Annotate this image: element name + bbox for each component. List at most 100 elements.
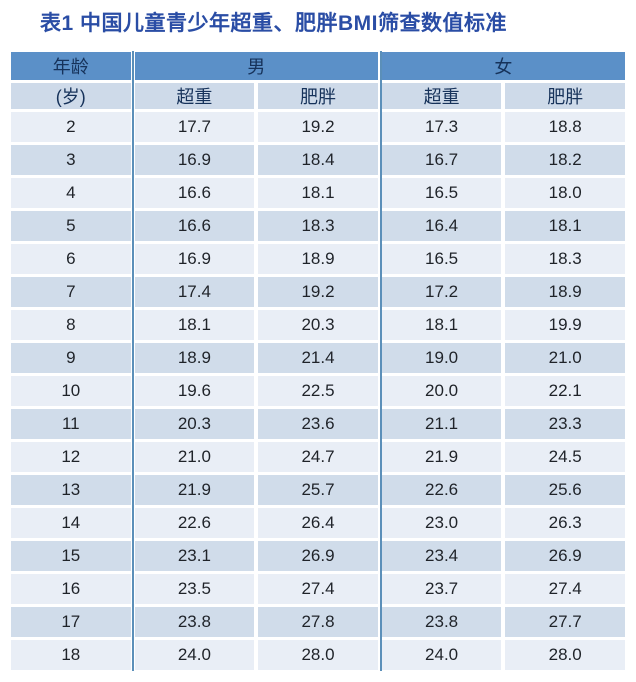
value-cell: 24.7 [258, 442, 378, 473]
value-cell: 16.5 [381, 244, 502, 275]
value-cell: 17.7 [134, 112, 255, 143]
value-cell: 26.3 [505, 508, 625, 539]
value-cell: 21.0 [505, 343, 625, 374]
value-cell: 21.9 [381, 442, 502, 473]
value-cell: 19.2 [258, 277, 378, 308]
bmi-table: 年龄 男 女 (岁) 超重 肥胖 超重 肥胖 2 17.7 19.2 17.3 [7, 49, 629, 673]
value-cell: 16.6 [134, 178, 255, 209]
value-cell: 19.9 [505, 310, 625, 341]
age-cell: 9 [11, 343, 131, 374]
value-cell: 21.4 [258, 343, 378, 374]
table-row: 8 18.1 20.3 18.1 19.9 [11, 310, 625, 341]
value-cell: 26.4 [258, 508, 378, 539]
value-cell: 23.5 [134, 574, 255, 605]
value-cell: 23.7 [381, 574, 502, 605]
header-female: 女 [381, 52, 625, 81]
age-cell: 2 [11, 112, 131, 143]
age-cell: 3 [11, 145, 131, 176]
age-cell: 14 [11, 508, 131, 539]
value-cell: 16.5 [381, 178, 502, 209]
value-cell: 23.0 [381, 508, 502, 539]
table-title: 表1 中国儿童青少年超重、肥胖BMI筛查数值标准 [40, 12, 508, 35]
table-row: 18 24.0 28.0 24.0 28.0 [11, 640, 625, 671]
value-cell: 25.6 [505, 475, 625, 506]
value-cell: 26.9 [505, 541, 625, 572]
table-row: 15 23.1 26.9 23.4 26.9 [11, 541, 625, 572]
value-cell: 20.0 [381, 376, 502, 407]
value-cell: 26.9 [258, 541, 378, 572]
subheader-row: (岁) 超重 肥胖 超重 肥胖 [11, 83, 625, 110]
value-cell: 17.2 [381, 277, 502, 308]
value-cell: 28.0 [258, 640, 378, 671]
value-cell: 27.8 [258, 607, 378, 638]
age-cell: 4 [11, 178, 131, 209]
age-cell: 6 [11, 244, 131, 275]
value-cell: 18.3 [258, 211, 378, 242]
value-cell: 24.0 [381, 640, 502, 671]
value-cell: 21.9 [134, 475, 255, 506]
value-cell: 22.6 [134, 508, 255, 539]
age-cell: 7 [11, 277, 131, 308]
subheader-male-obese: 肥胖 [258, 83, 378, 110]
age-cell: 13 [11, 475, 131, 506]
value-cell: 18.1 [381, 310, 502, 341]
value-cell: 23.3 [505, 409, 625, 440]
value-cell: 27.4 [258, 574, 378, 605]
subheader-female-overweight: 超重 [381, 83, 502, 110]
table-row: 14 22.6 26.4 23.0 26.3 [11, 508, 625, 539]
column-divider [379, 51, 382, 672]
table-row: 3 16.9 18.4 16.7 18.2 [11, 145, 625, 176]
age-cell: 10 [11, 376, 131, 407]
value-cell: 18.2 [505, 145, 625, 176]
value-cell: 22.1 [505, 376, 625, 407]
value-cell: 18.1 [258, 178, 378, 209]
age-cell: 12 [11, 442, 131, 473]
value-cell: 16.6 [134, 211, 255, 242]
value-cell: 23.8 [134, 607, 255, 638]
value-cell: 23.8 [381, 607, 502, 638]
value-cell: 23.4 [381, 541, 502, 572]
value-cell: 18.9 [258, 244, 378, 275]
table-row: 13 21.9 25.7 22.6 25.6 [11, 475, 625, 506]
value-cell: 20.3 [134, 409, 255, 440]
value-cell: 22.5 [258, 376, 378, 407]
value-cell: 27.4 [505, 574, 625, 605]
age-cell: 11 [11, 409, 131, 440]
table-row: 7 17.4 19.2 17.2 18.9 [11, 277, 625, 308]
value-cell: 16.4 [381, 211, 502, 242]
value-cell: 28.0 [505, 640, 625, 671]
header-male: 男 [134, 52, 378, 81]
table-row: 5 16.6 18.3 16.4 18.1 [11, 211, 625, 242]
value-cell: 19.0 [381, 343, 502, 374]
value-cell: 16.9 [134, 244, 255, 275]
table-row: 9 18.9 21.4 19.0 21.0 [11, 343, 625, 374]
value-cell: 24.0 [134, 640, 255, 671]
value-cell: 23.6 [258, 409, 378, 440]
age-cell: 15 [11, 541, 131, 572]
value-cell: 19.2 [258, 112, 378, 143]
age-cell: 8 [11, 310, 131, 341]
value-cell: 16.9 [134, 145, 255, 176]
value-cell: 23.1 [134, 541, 255, 572]
table-row: 12 21.0 24.7 21.9 24.5 [11, 442, 625, 473]
value-cell: 18.1 [134, 310, 255, 341]
bmi-table-wrapper: 年龄 男 女 (岁) 超重 肥胖 超重 肥胖 2 17.7 19.2 17.3 [7, 49, 629, 673]
age-cell: 16 [11, 574, 131, 605]
value-cell: 18.4 [258, 145, 378, 176]
table-row: 11 20.3 23.6 21.1 23.3 [11, 409, 625, 440]
value-cell: 18.0 [505, 178, 625, 209]
table-row: 2 17.7 19.2 17.3 18.8 [11, 112, 625, 143]
column-divider [132, 51, 135, 672]
value-cell: 18.8 [505, 112, 625, 143]
value-cell: 18.1 [505, 211, 625, 242]
subheader-age-unit: (岁) [11, 83, 131, 110]
table-row: 10 19.6 22.5 20.0 22.1 [11, 376, 625, 407]
value-cell: 21.1 [381, 409, 502, 440]
value-cell: 16.7 [381, 145, 502, 176]
value-cell: 19.6 [134, 376, 255, 407]
table-row: 4 16.6 18.1 16.5 18.0 [11, 178, 625, 209]
subheader-female-obese: 肥胖 [505, 83, 625, 110]
header-age: 年龄 [11, 52, 131, 81]
table-row: 17 23.8 27.8 23.8 27.7 [11, 607, 625, 638]
